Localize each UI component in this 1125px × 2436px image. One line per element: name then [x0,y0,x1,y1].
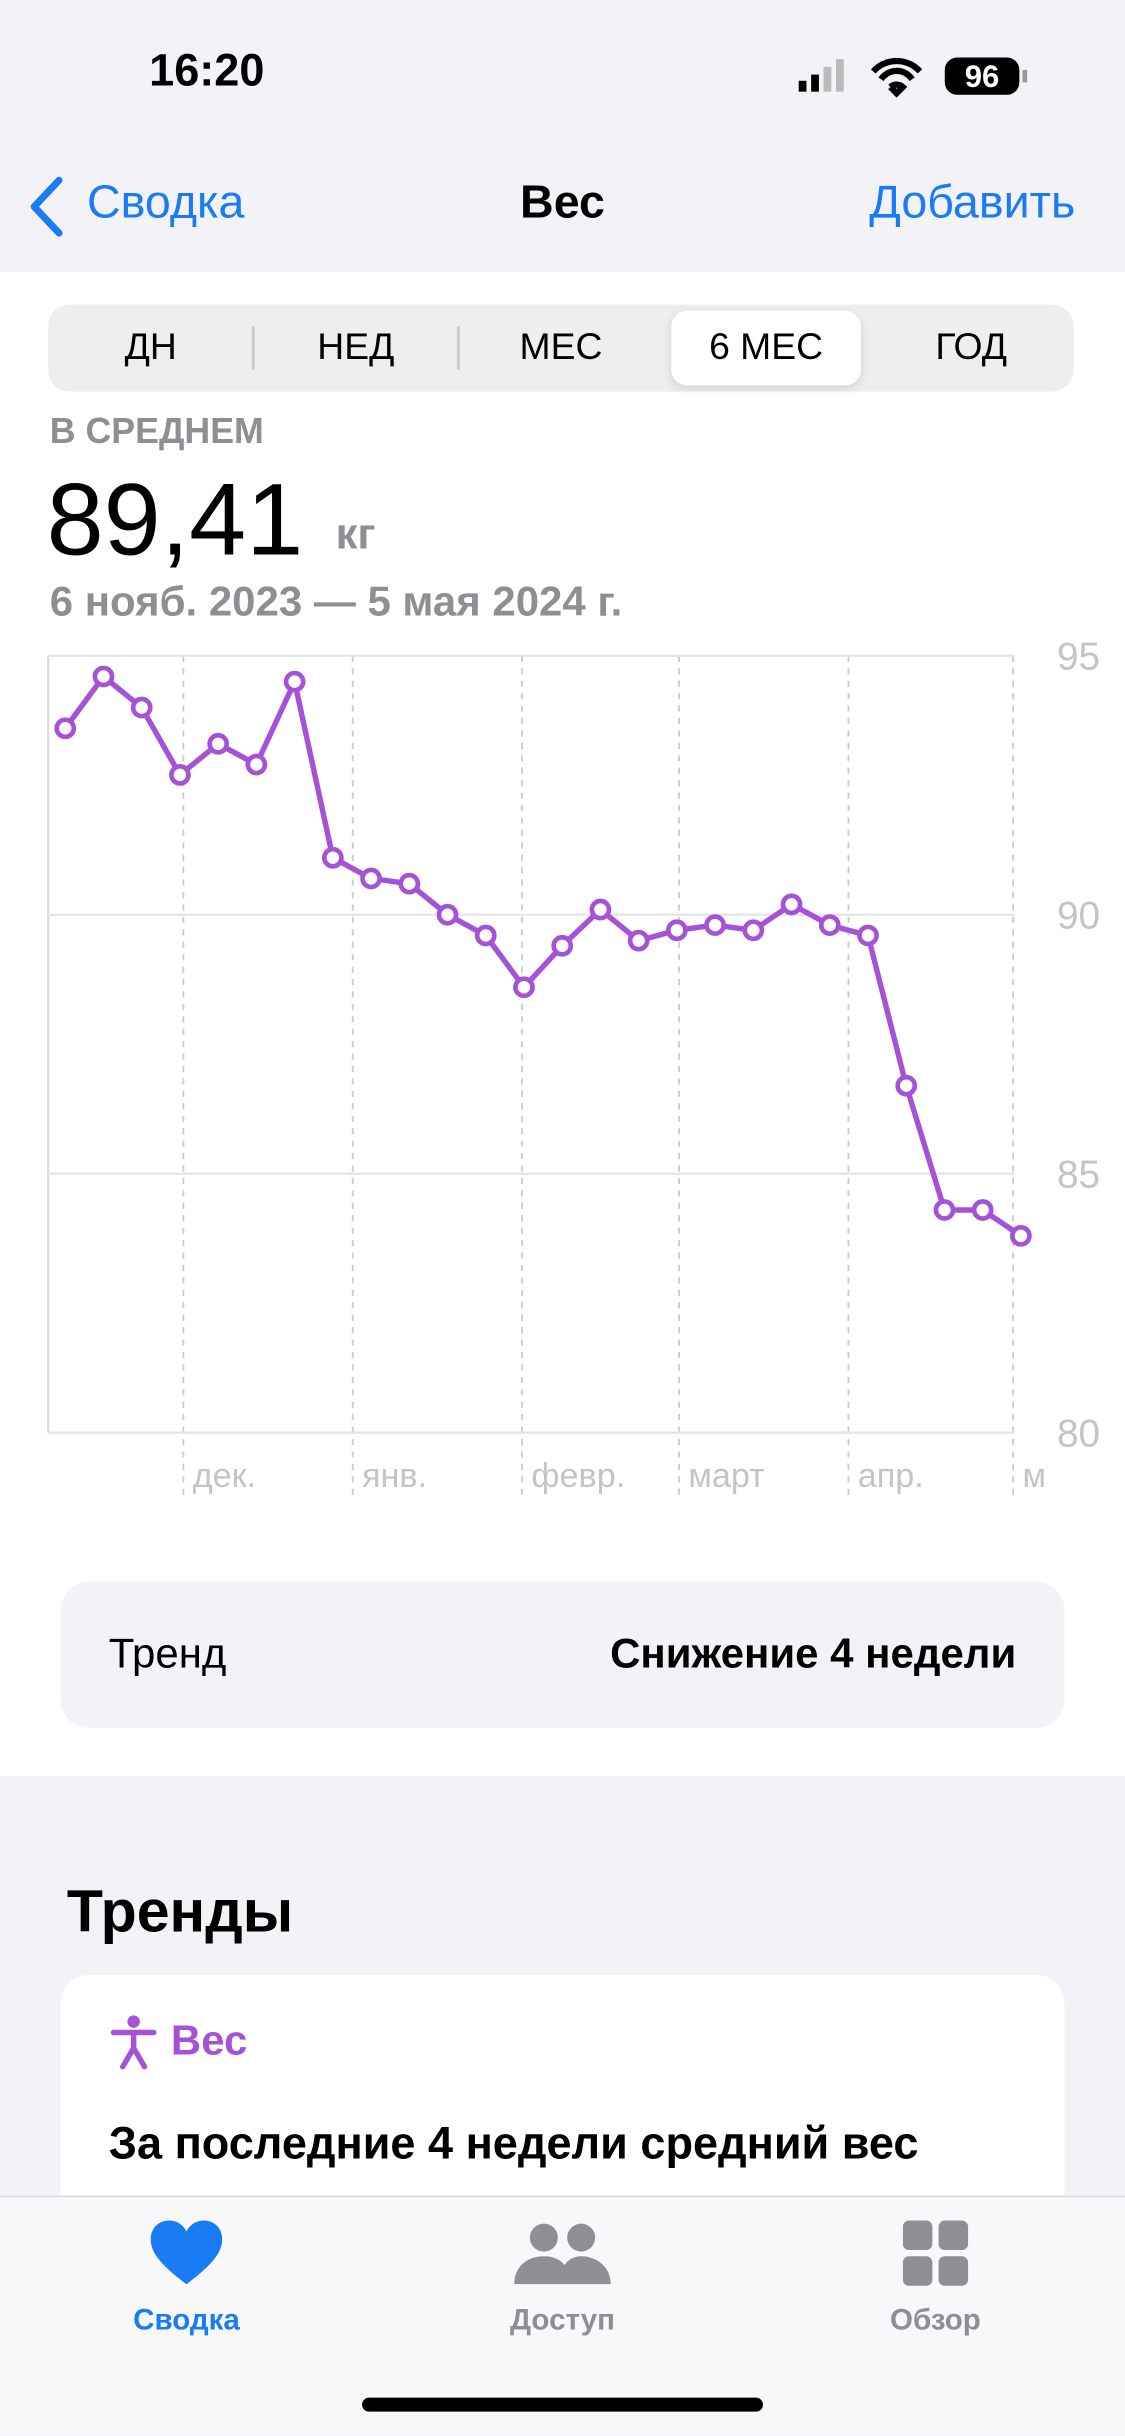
y-tick-label: 95 [1057,636,1100,679]
battery: 96 [965,59,1000,94]
trend-label: Тренд [108,1630,227,1677]
line [63,673,1023,1239]
segment[interactable]: НЕД [317,326,395,369]
point [207,732,230,755]
avg-unit: кг [335,509,376,558]
point [551,934,574,957]
x-tick-label: апр. [858,1457,924,1495]
point [436,903,459,926]
people-icon [514,2223,611,2285]
point [589,898,612,921]
time: 16:20 [149,46,265,97]
tab-sharing[interactable]: Доступ [510,2304,615,2338]
chart: дек. янв. февр. март апр. м 80 85 90 95 [47,636,1100,1495]
point [130,696,153,719]
point [780,893,803,916]
point [283,670,306,693]
section-title: Тренды [66,1880,294,1946]
point [818,914,841,936]
trend-value: Снижение 4 недели [610,1630,1017,1677]
status-icons: 96 [798,57,1028,98]
point [513,976,535,999]
point [54,717,77,740]
y-tick-label: 85 [1057,1154,1100,1197]
segment-divider [251,326,255,370]
point [857,924,879,947]
home-indicator [362,2397,763,2412]
card-title: Вес [170,2016,248,2064]
point [971,1199,994,1221]
heart-icon [150,2220,223,2285]
nav-title: Вес [520,177,605,229]
point [398,872,421,895]
avg-value: 89,41 [46,461,304,577]
back-button[interactable]: Сводка [87,177,245,229]
point [933,1199,956,1221]
y-tick-label: 80 [1057,1413,1100,1456]
point [474,924,497,947]
segment[interactable]: ДН [124,326,177,369]
segmented-control: ДН НЕД МЕС 6 МЕС ГОД [48,304,1074,392]
x-tick-label: март [688,1457,765,1495]
point [742,919,765,942]
x-tick-label: м [1022,1457,1046,1495]
segment[interactable]: 6 МЕС [671,310,861,386]
x-tick-label: янв. [362,1457,427,1495]
date-range: 6 нояб. 2023 — 5 мая 2024 г. [49,578,623,625]
point [360,867,382,890]
point [245,753,268,776]
back-chevron[interactable] [25,174,65,239]
point [1010,1224,1032,1247]
card-text: За последние 4 недели средний вес [108,2119,919,2170]
segment[interactable]: МЕС [519,326,603,369]
point [627,929,650,952]
point [895,1074,918,1097]
point [321,846,344,869]
tab-browse[interactable]: Обзор [890,2304,981,2338]
person-icon [110,2015,157,2070]
point [169,764,191,786]
segment[interactable]: ГОД [935,326,1007,369]
trend-card[interactable] [60,1581,1065,1728]
segment-divider [456,326,460,370]
tab-summary[interactable]: Сводка [133,2304,240,2338]
x-tick-label: февр. [531,1457,625,1495]
point [704,914,726,936]
sheet [0,271,1125,1777]
avg-label: В СРЕДНЕМ [49,410,264,451]
y-tick-label: 90 [1057,895,1100,938]
x-tick-label: дек. [193,1457,256,1495]
point [666,919,688,942]
add-button[interactable]: Добавить [869,177,1076,229]
grid-icon [902,2220,969,2286]
point [92,665,115,688]
